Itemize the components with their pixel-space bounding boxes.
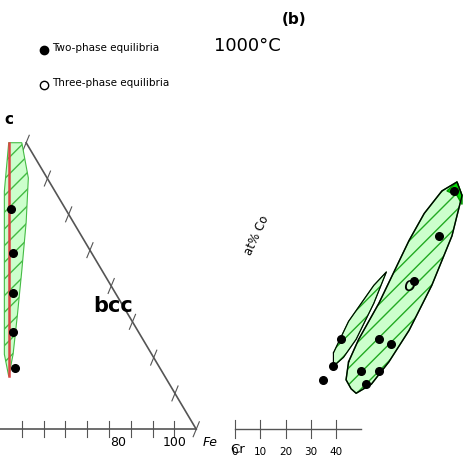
Text: Two-phase equilibria: Two-phase equilibria [52,43,159,53]
Text: (b): (b) [282,12,306,27]
Text: 30: 30 [304,447,317,457]
Polygon shape [447,182,462,204]
Text: Cr: Cr [230,443,245,456]
Polygon shape [333,272,386,366]
Text: c: c [4,112,13,127]
Text: Three-phase equilibria: Three-phase equilibria [52,78,170,88]
Text: 40: 40 [329,447,343,457]
Text: Fe: Fe [203,436,218,449]
Polygon shape [346,182,462,393]
Text: at% Co: at% Co [242,213,271,257]
Text: σ: σ [403,276,415,295]
Text: 100: 100 [163,436,186,449]
Text: bcc: bcc [93,296,133,316]
Text: 80: 80 [110,436,126,449]
Text: 20: 20 [279,447,292,457]
Text: 10: 10 [254,447,267,457]
Text: 0: 0 [232,447,238,457]
Text: 1000°C: 1000°C [214,37,281,55]
Polygon shape [4,143,28,376]
